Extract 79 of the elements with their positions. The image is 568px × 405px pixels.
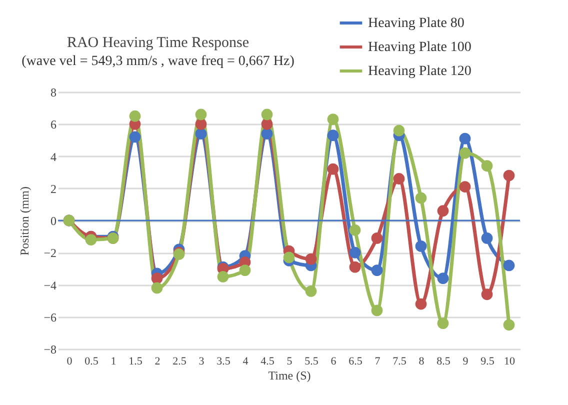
x-tick-label: 6 xyxy=(330,356,337,368)
y-tick-label: −6 xyxy=(44,310,56,324)
x-tick-label: 7.5 xyxy=(392,356,407,368)
legend-label: Heaving Plate 120 xyxy=(368,64,472,79)
point xyxy=(217,271,229,282)
y-tick-label: 0 xyxy=(50,214,56,228)
x-tick-label: 8.5 xyxy=(436,356,451,368)
point xyxy=(393,173,405,184)
x-tick-label: 2 xyxy=(154,356,160,368)
point xyxy=(503,319,515,331)
point xyxy=(85,234,97,246)
x-tick-label: 9.5 xyxy=(480,356,495,368)
x-tick-label: 4 xyxy=(242,356,249,368)
point xyxy=(371,264,383,276)
x-axis-title: Time (S) xyxy=(268,368,311,382)
point xyxy=(349,224,361,236)
point xyxy=(327,163,339,175)
point xyxy=(459,132,471,144)
point xyxy=(195,118,207,130)
x-tick-label: 3.5 xyxy=(216,356,231,368)
point xyxy=(261,108,273,120)
point xyxy=(305,253,317,265)
point xyxy=(371,232,383,244)
x-tick-label: 3 xyxy=(198,356,205,368)
x-tick-label: 5 xyxy=(286,356,293,368)
point xyxy=(129,110,141,122)
point xyxy=(195,128,207,140)
point xyxy=(393,124,405,136)
y-tick-label: 2 xyxy=(50,182,56,196)
x-tick-label: 9 xyxy=(462,356,469,368)
x-tick-label: 7 xyxy=(374,356,381,368)
point xyxy=(371,304,383,316)
point xyxy=(437,318,449,329)
legend-label: Heaving Plate 80 xyxy=(368,16,464,31)
y-tick-label: −4 xyxy=(44,278,56,292)
point xyxy=(151,272,163,284)
y-tick-label: −8 xyxy=(44,342,56,356)
point xyxy=(415,240,427,252)
x-tick-label: 2.5 xyxy=(172,356,187,368)
point xyxy=(327,114,339,125)
point xyxy=(481,288,493,300)
point xyxy=(437,272,449,284)
x-tick-label: 0 xyxy=(66,356,73,368)
chart-title: RAO Heaving Time Response xyxy=(66,35,250,51)
point xyxy=(239,264,251,276)
point xyxy=(415,192,427,204)
point xyxy=(261,128,273,140)
x-tick-label: 8 xyxy=(418,356,425,368)
point xyxy=(503,170,515,182)
x-tick-label: 4.5 xyxy=(260,356,275,368)
point xyxy=(349,246,361,258)
point xyxy=(261,118,273,130)
legend-label: Heaving Plate 100 xyxy=(368,40,472,55)
point xyxy=(459,181,471,192)
x-tick-label: 1.5 xyxy=(128,356,143,368)
point xyxy=(481,160,493,172)
y-tick-label: 8 xyxy=(50,86,56,100)
y-tick-label: 4 xyxy=(50,150,56,164)
x-tick-label: 5.5 xyxy=(304,356,319,368)
y-tick-label: 6 xyxy=(50,118,56,132)
point xyxy=(459,147,471,159)
x-tick-label: 1 xyxy=(110,356,116,368)
point xyxy=(415,298,427,310)
chart-subtitle: (wave vel = 549,3 mm/s , wave freq = 0,667 Hz) xyxy=(22,54,295,69)
x-tick-label: 6.5 xyxy=(348,356,363,368)
point xyxy=(151,282,163,294)
point xyxy=(283,252,295,264)
x-tick-label: 10 xyxy=(504,356,516,368)
x-tick-label: 0.5 xyxy=(84,356,99,368)
point xyxy=(195,108,207,120)
y-tick-label: −2 xyxy=(44,246,56,260)
point xyxy=(437,205,449,217)
point xyxy=(305,285,317,297)
y-axis-title: Position (mm) xyxy=(18,186,32,256)
point xyxy=(481,232,493,244)
point xyxy=(129,131,141,143)
point xyxy=(349,261,361,273)
point xyxy=(503,260,515,272)
point xyxy=(327,130,339,142)
